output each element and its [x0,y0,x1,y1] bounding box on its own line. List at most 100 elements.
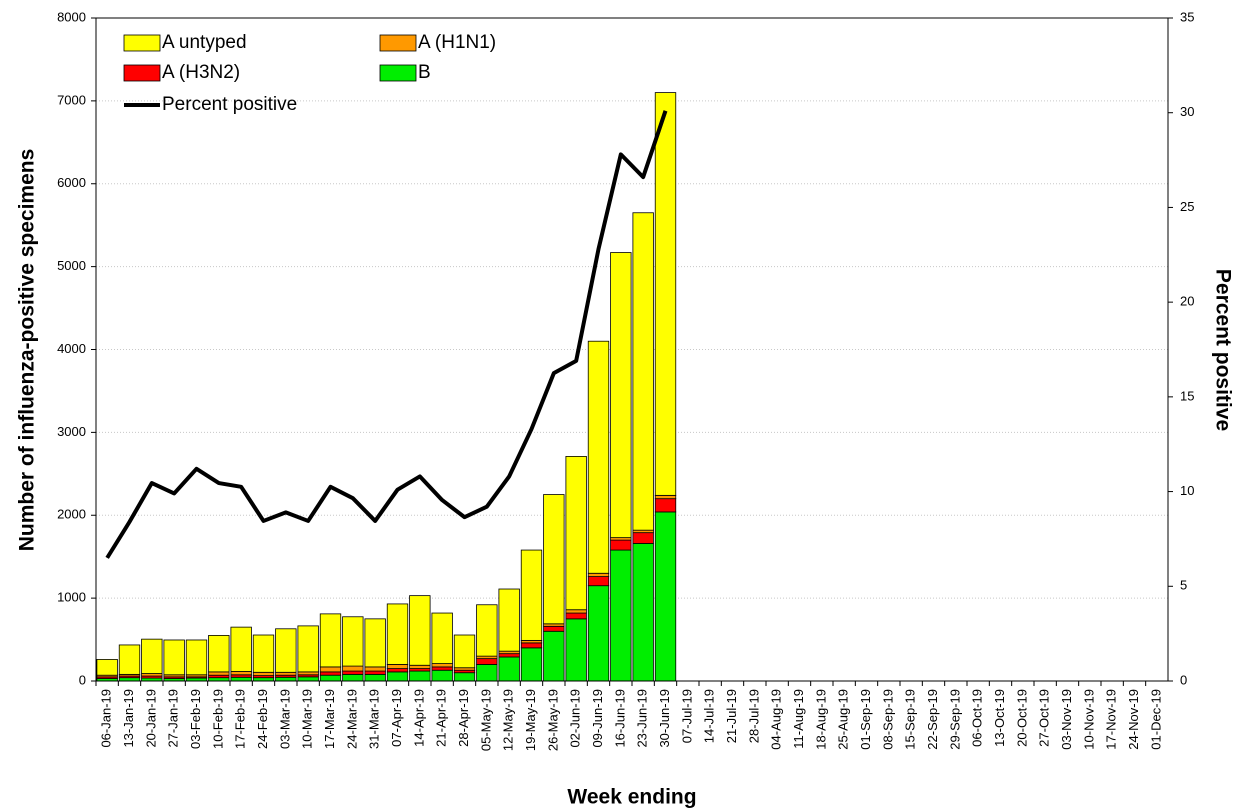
x-tick-label: 01-Sep-19 [858,689,873,750]
y2-tick-label: 30 [1180,104,1194,119]
x-tick-label: 27-Oct-19 [1037,689,1052,747]
bar-segment [498,653,520,658]
bar-segment [431,666,453,671]
y-tick-label: 7000 [57,92,86,107]
bar-segment [319,674,342,682]
bar-segment [364,666,386,672]
bar-segment [632,543,654,682]
y-tick-label: 2000 [57,507,86,522]
y2-axis-title: Percent positive [1211,269,1234,431]
x-tick-label: 06-Jan-19 [99,689,114,748]
bar-segment [297,671,319,676]
x-tick-label: 02-Jun-19 [568,689,583,748]
x-tick-label: 13-Oct-19 [992,689,1007,747]
bar-segment [297,625,319,673]
x-tick-label: 13-Jan-19 [121,689,136,748]
bar-segment [230,626,252,672]
bar-segment [230,676,252,682]
y-axis-title: Number of influenza-positive specimens [16,149,39,552]
x-tick-label: 26-May-19 [545,689,560,751]
y2-tick-label: 5 [1180,578,1187,593]
x-tick-label: 01-Dec-19 [1148,689,1163,750]
bar-segment [587,572,610,577]
bar-segment [476,658,498,665]
bar-segment [230,671,252,676]
y2-tick-label: 25 [1180,199,1194,214]
bar-segment [632,532,654,544]
x-tick-label: 20-Oct-19 [1014,689,1029,747]
bar-segment [565,618,587,682]
x-tick-label: 17-Feb-19 [233,689,248,749]
bar-segment [409,664,431,669]
bar-segment [610,549,632,682]
x-tick-label: 17-Nov-19 [1104,689,1119,750]
bar-segment [610,539,632,551]
bar-segment [431,669,453,682]
bar-segment [431,612,453,664]
x-tick-label: 30-Jun-19 [657,689,672,748]
bar-segment [185,639,208,676]
plot-frame [95,17,1169,682]
y2-tick-label: 35 [1180,9,1194,24]
y-tick-label: 4000 [57,341,86,356]
bar-segment [275,676,297,682]
x-axis-title: Week ending [567,786,696,809]
bar-segment [498,656,520,682]
bar-segment [654,92,677,496]
bar-segment [275,671,297,676]
bar-segment [386,671,409,682]
x-tick-label: 31-Mar-19 [367,689,382,749]
x-tick-label: 10-Feb-19 [210,689,225,749]
x-tick-label: 28-Jul-19 [746,689,761,743]
bar-segment [118,644,141,675]
x-tick-label: 19-May-19 [523,689,538,751]
y-tick-label: 3000 [57,424,86,439]
x-tick-label: 17-Mar-19 [322,689,337,749]
x-tick-label: 12-May-19 [501,689,516,751]
x-tick-label: 23-Jun-19 [635,689,650,748]
bar-segment [319,613,342,668]
y-tick-label: 8000 [57,9,86,24]
bar-segment [141,638,163,674]
x-tick-label: 24-Mar-19 [344,689,359,749]
bar-segment [587,585,610,682]
bar-segment [364,670,386,675]
x-tick-label: 16-Jun-19 [612,689,627,748]
x-tick-label: 07-Jul-19 [679,689,694,743]
bar-segment [453,672,476,682]
bar-segment [431,663,453,668]
x-tick-label: 11-Aug-19 [791,689,806,749]
x-tick-label: 15-Sep-19 [903,689,918,750]
bar-segment [252,634,275,673]
bar-segment [409,670,431,682]
bar-segment [543,494,565,625]
legend-label: B [418,62,431,83]
bar-segment [386,668,409,673]
bar-segment [386,664,409,669]
legend-swatch [123,34,161,52]
bar-segment [386,603,409,665]
x-tick-label: 21-Jul-19 [724,689,739,743]
bar-segment [498,588,520,652]
bar-segment [364,618,386,668]
bar-segment [654,498,677,513]
x-tick-label: 28-Apr-19 [456,689,471,747]
bar-segment [208,671,230,676]
bar-segment [654,494,677,500]
bar-segment [543,625,565,632]
bar-segment [319,671,342,676]
x-tick-label: 29-Sep-19 [947,689,962,750]
y-tick-label: 5000 [57,258,86,273]
x-tick-label: 18-Aug-19 [813,689,828,750]
bar-segment [654,511,677,682]
bar-segment [587,340,610,574]
legend-swatch [379,64,417,82]
bar-segment [476,664,498,682]
bar-segment [96,659,118,676]
y2-tick-label: 10 [1180,483,1194,498]
bar-segment [520,642,543,649]
bar-segment [163,639,185,676]
y2-tick-label: 15 [1180,388,1194,403]
bar-segment [543,630,565,682]
